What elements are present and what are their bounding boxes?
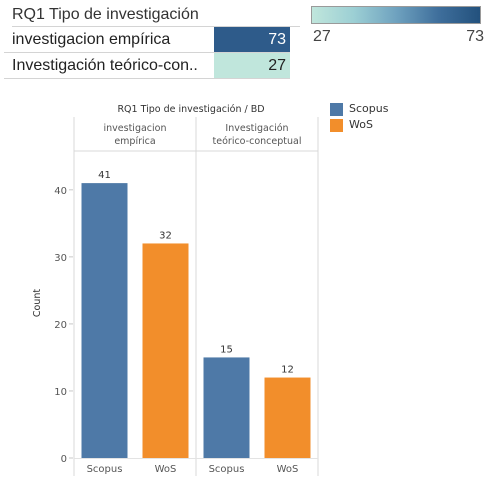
panel-header-label: investigacion — [104, 123, 167, 134]
y-tick-label: 10 — [54, 387, 67, 398]
legend-label: WoS — [349, 118, 373, 131]
row-label: investigacion empírica — [12, 31, 171, 48]
x-tick-label: Scopus — [87, 464, 123, 475]
row-value-cell: 73 — [214, 27, 290, 52]
x-tick-label: WoS — [155, 464, 177, 475]
y-tick-label: 0 — [61, 454, 67, 465]
data-label: 15 — [220, 344, 233, 355]
x-tick-label: WoS — [277, 464, 299, 475]
panel-header-label: teórico-conceptual — [213, 136, 302, 147]
row-separator — [4, 78, 290, 79]
panel-header-label: Investigación — [225, 123, 288, 134]
legend-swatch — [330, 103, 343, 116]
legend-label: Scopus — [349, 102, 389, 115]
bar — [81, 183, 128, 458]
chart-title: RQ1 Tipo de investigación / BD — [117, 104, 264, 115]
panel-header-label: empírica — [114, 136, 155, 147]
y-tick-label: 20 — [54, 320, 67, 331]
data-label: 41 — [98, 170, 111, 181]
data-label: 32 — [159, 230, 172, 241]
row-value-cell: 27 — [214, 53, 290, 78]
bar — [142, 243, 189, 458]
y-tick-label: 40 — [54, 186, 67, 197]
row-separator — [4, 52, 290, 53]
y-tick-label: 30 — [54, 253, 67, 264]
bar — [203, 357, 250, 458]
y-axis-label: Count — [32, 289, 43, 317]
color-legend-gradient — [311, 6, 481, 24]
highlight-table-row: Investigación teórico-con.. 27 — [4, 53, 290, 78]
color-legend-max: 73 — [466, 28, 484, 45]
bar — [264, 377, 311, 458]
legend-swatch — [330, 119, 343, 132]
color-legend-min: 27 — [313, 28, 331, 45]
row-label: Investigación teórico-con.. — [12, 57, 198, 74]
highlight-table-row: investigacion empírica 73 — [4, 27, 290, 52]
x-tick-label: Scopus — [209, 464, 245, 475]
highlight-table-title: RQ1 Tipo de investigación — [12, 4, 300, 27]
data-label: 12 — [281, 365, 294, 376]
